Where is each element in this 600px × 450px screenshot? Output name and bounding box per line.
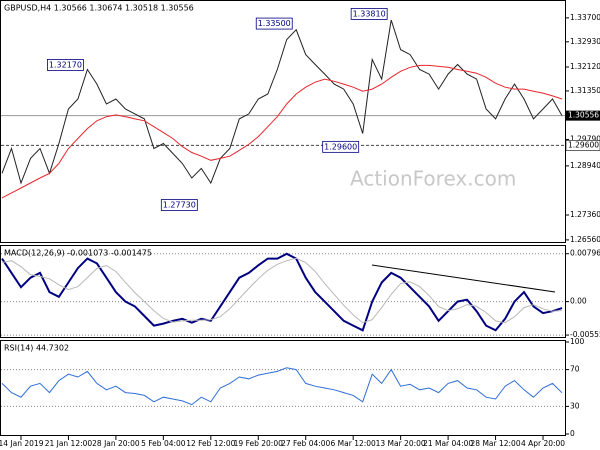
- annotation-label: 1.33810: [353, 9, 386, 18]
- x-tick-label: 28 Jan 20:00: [92, 439, 140, 448]
- annotation-box: [255, 17, 293, 30]
- y-tick-label: 1.32120: [570, 62, 600, 71]
- annotation-box: [47, 59, 84, 71]
- y-tick-label: 0: [570, 429, 575, 438]
- y-tick-label: 70: [570, 365, 580, 374]
- x-tick-label: 4 Apr 20:00: [521, 439, 565, 448]
- x-tick-label: 19 Feb 20:00: [234, 439, 283, 448]
- annotation-label: 1.33500: [258, 19, 291, 28]
- x-tick-label: 14 Jan 2019: [0, 439, 44, 448]
- y-tick-label: 0.007963: [570, 249, 600, 258]
- annotation-label: 1.29600: [324, 142, 357, 151]
- y-tick-label: 1.32930: [570, 37, 600, 46]
- y-tick-label: 0.00: [570, 297, 587, 306]
- x-tick-label: 21 Jan 12:00: [45, 439, 93, 448]
- y-tick-label: 1.26560: [570, 235, 600, 244]
- annotation-label: 1.27730: [163, 201, 196, 210]
- y-tick-label: 1.27360: [570, 210, 600, 219]
- trend-line: [371, 264, 556, 293]
- x-tick-label: 5 Feb 04:00: [141, 439, 186, 448]
- current-price-box: [566, 110, 600, 121]
- annotation-box: [322, 140, 360, 153]
- x-tick-label: 12 Feb 12:00: [186, 439, 235, 448]
- series-line: [1, 64, 563, 199]
- y-tick-label: 1.33700: [570, 13, 600, 22]
- support-label: 1.29600: [568, 140, 599, 149]
- series-line: [1, 367, 563, 406]
- y-tick-label: 100: [570, 337, 585, 346]
- x-tick-label: 27 Feb 04:00: [281, 439, 330, 448]
- x-tick-label: 28 Mar 12:00: [471, 439, 521, 448]
- annotation-box: [160, 199, 198, 211]
- y-tick-label: 1.29790: [570, 134, 600, 143]
- panel-title: MACD(12,26,9) -0.001073 -0.001475: [4, 249, 152, 258]
- y-tick-label: -0.005559: [570, 330, 600, 339]
- panel-title: RSI(14) 44.7302: [4, 344, 69, 353]
- y-tick-label: 1.28940: [570, 161, 600, 170]
- rsi-panel: [0, 340, 566, 436]
- x-tick-label: 6 Mar 12:00: [331, 439, 377, 448]
- support-box: [565, 140, 600, 151]
- x-tick-label: 13 Mar 20:00: [376, 439, 426, 448]
- series-line: [1, 252, 563, 332]
- annotation-box: [350, 8, 388, 20]
- series-line: [1, 257, 563, 324]
- y-tick-label: 1.31350: [570, 86, 600, 95]
- watermark: ActionForex.com: [350, 167, 516, 191]
- macd-panel: [0, 245, 566, 338]
- x-tick-label: 21 Mar 04:00: [423, 439, 473, 448]
- annotation-label: 1.32170: [49, 60, 82, 69]
- price-panel: [0, 0, 566, 243]
- y-tick-label: 30: [570, 401, 580, 410]
- current-price-label: 1.30556: [568, 111, 599, 120]
- series-line: [1, 19, 563, 185]
- panel-title: GBPUSD,H4 1.30566 1.30674 1.30518 1.3055…: [4, 4, 194, 13]
